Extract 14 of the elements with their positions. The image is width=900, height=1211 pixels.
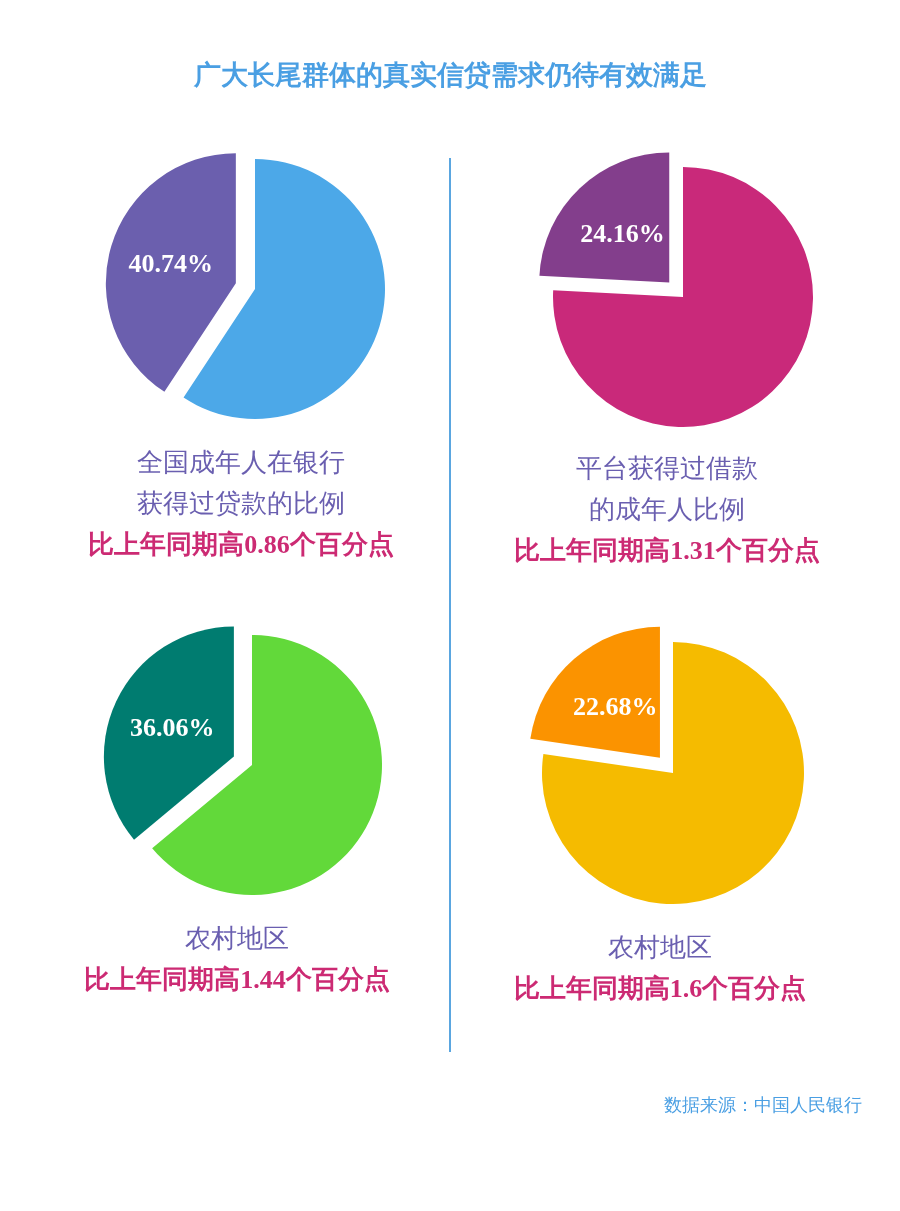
- text: 广大长尾群体的真实信贷需求仍待有效满足: [192, 59, 708, 92]
- text: 平台获得过借款的成年人比例: [575, 452, 759, 526]
- source-note: 数据来源：中国人民银行: [664, 1094, 862, 1116]
- text: 比上年同期高1.6个百分点: [513, 974, 807, 1004]
- text: 农村地区: [608, 931, 712, 964]
- text: 农村地区: [185, 922, 289, 955]
- text: 比上年同期高1.44个百分点: [84, 965, 390, 995]
- data-label: 22.68%: [572, 691, 658, 721]
- data-label: 36.06%: [130, 713, 215, 743]
- text: 比上年同期高1.31个百分点: [514, 536, 820, 566]
- data-label: 40.74%: [128, 249, 213, 279]
- text: 比上年同期高0.86个百分点: [88, 530, 394, 560]
- text: 全国成年人在银行获得过贷款的比例: [136, 446, 346, 520]
- data-label: 24.16%: [580, 218, 665, 248]
